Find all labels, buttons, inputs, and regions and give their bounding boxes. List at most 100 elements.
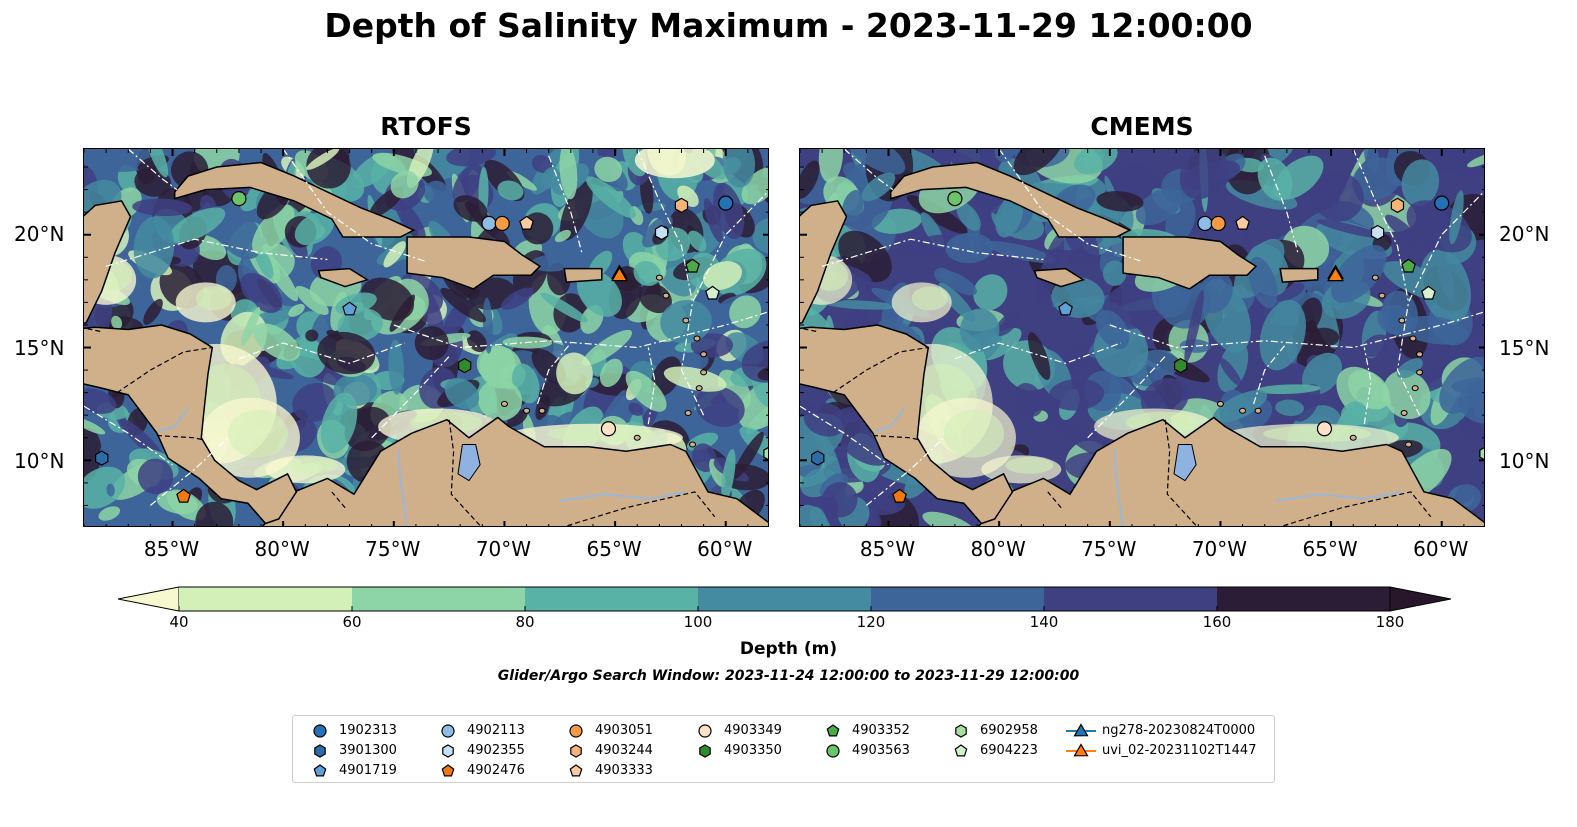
colorbar-tick-label: 80 bbox=[515, 613, 535, 631]
platform-4903350 bbox=[458, 357, 472, 374]
land-pr bbox=[563, 267, 603, 283]
legend-marker bbox=[441, 764, 455, 777]
colorbar bbox=[117, 586, 1452, 612]
platform-4903244 bbox=[1390, 197, 1405, 214]
lon-label: 70°W bbox=[1191, 537, 1248, 561]
legend-label: 4903333 bbox=[595, 763, 653, 778]
colorbar-tick-label: 120 bbox=[856, 613, 886, 631]
legend-marker bbox=[314, 744, 326, 758]
land-hisp bbox=[406, 236, 542, 290]
lat-label-right-20: 20°N bbox=[1499, 222, 1550, 246]
platform-6902958 bbox=[1479, 447, 1484, 461]
platform-legend: 1902313 3901300 4901719 4902113 4902355 49024… bbox=[292, 715, 1275, 783]
legend-label: 4903563 bbox=[852, 743, 910, 758]
legend-marker bbox=[826, 744, 840, 758]
platform-4903244 bbox=[674, 197, 689, 214]
legend-marker bbox=[441, 724, 455, 738]
platform-4903051 bbox=[494, 215, 510, 232]
legend-label: 4903350 bbox=[724, 743, 782, 758]
land-hisp bbox=[1122, 236, 1258, 290]
lon-label: 85°W bbox=[859, 537, 916, 561]
land-jam bbox=[317, 267, 370, 288]
land-ca bbox=[84, 324, 298, 525]
legend-marker bbox=[313, 724, 327, 738]
legend-marker bbox=[826, 724, 840, 737]
legend-marker bbox=[955, 724, 967, 738]
platform-6902958 bbox=[763, 447, 768, 461]
map-canvas bbox=[84, 149, 768, 526]
colorbar-tick-label: 180 bbox=[1375, 613, 1405, 631]
platform-4901719 bbox=[1058, 301, 1073, 316]
legend-label: 1902313 bbox=[339, 723, 397, 738]
lon-label: 85°W bbox=[143, 537, 200, 561]
panel-title-rtofs: RTOFS bbox=[380, 112, 472, 141]
legend-marker bbox=[1073, 723, 1089, 737]
legend-marker bbox=[442, 744, 454, 758]
platform-4902355 bbox=[654, 224, 669, 241]
legend-marker bbox=[313, 764, 327, 777]
legend-label: uvi_02-20231102T1447 bbox=[1102, 743, 1257, 758]
platform-4903563 bbox=[231, 191, 247, 207]
platform-4903333 bbox=[519, 215, 534, 230]
legend-label: 4903244 bbox=[595, 743, 653, 758]
figure-title: Depth of Salinity Maximum - 2023-11-29 1… bbox=[324, 6, 1253, 45]
legend-marker bbox=[699, 744, 711, 758]
lon-label: 80°W bbox=[254, 537, 310, 561]
platform-4903333 bbox=[1235, 215, 1250, 230]
platform-4903350 bbox=[1174, 357, 1188, 374]
colorbar-tick-label: 100 bbox=[683, 613, 713, 631]
land-cuba bbox=[173, 161, 416, 238]
legend-label: 4903051 bbox=[595, 723, 653, 738]
rtofs-map[interactable] bbox=[83, 148, 769, 527]
lat-label-right-15: 15°N bbox=[1499, 336, 1550, 360]
platform-6904223 bbox=[705, 285, 720, 300]
platform-4903352 bbox=[1401, 258, 1416, 273]
colorbar-segment bbox=[871, 587, 1045, 611]
lon-label: 75°W bbox=[365, 537, 421, 561]
lake bbox=[1173, 444, 1197, 482]
colorbar-segment bbox=[525, 587, 699, 611]
colorbar-tick-label: 160 bbox=[1202, 613, 1232, 631]
colorbar-segment bbox=[1044, 587, 1218, 611]
land-ca bbox=[800, 324, 1014, 525]
map-canvas bbox=[800, 149, 1484, 526]
panel-title-cmems: CMEMS bbox=[1090, 112, 1194, 141]
colorbar-label: Depth (m) bbox=[739, 639, 838, 659]
platform-uvi_02-20231102T1447 bbox=[611, 266, 628, 282]
platform-6904223 bbox=[1421, 285, 1436, 300]
colorbar-segment bbox=[352, 587, 526, 611]
legend-label: 4903349 bbox=[724, 723, 782, 738]
platform-4902476 bbox=[892, 488, 907, 503]
platform-1902313 bbox=[718, 195, 734, 211]
legend-label: ng278-20230824T0000 bbox=[1102, 723, 1256, 738]
legend-marker bbox=[698, 724, 712, 738]
lat-label-right-10: 10°N bbox=[1499, 449, 1550, 473]
colorbar-segment bbox=[179, 587, 353, 611]
legend-label: 4902113 bbox=[467, 723, 525, 738]
platform-4903051 bbox=[1210, 215, 1226, 232]
lake bbox=[457, 444, 481, 482]
platform-3901300 bbox=[811, 450, 825, 466]
land-yuc bbox=[84, 200, 132, 324]
search-window-text: Glider/Argo Search Window: 2023-11-24 12… bbox=[497, 668, 1080, 684]
colorbar-segment bbox=[698, 587, 872, 611]
cmems-map[interactable] bbox=[799, 148, 1485, 527]
lon-label: 70°W bbox=[475, 537, 532, 561]
colorbar-tick-label: 60 bbox=[342, 613, 362, 631]
lon-label: 80°W bbox=[970, 537, 1026, 561]
legend-label: 4902476 bbox=[467, 763, 525, 778]
lat-label-left-20: 20°N bbox=[14, 222, 65, 246]
platform-3901300 bbox=[95, 450, 109, 466]
platform-4903349 bbox=[1316, 421, 1333, 437]
legend-label: 3901300 bbox=[339, 743, 397, 758]
legend-label: 4902355 bbox=[467, 743, 525, 758]
legend-marker bbox=[570, 744, 582, 758]
lon-label: 60°W bbox=[1413, 537, 1469, 561]
platform-uvi_02-20231102T1447 bbox=[1327, 266, 1344, 282]
colorbar-tick-label: 140 bbox=[1029, 613, 1059, 631]
land-cuba bbox=[889, 161, 1132, 238]
lat-label-left-10: 10°N bbox=[14, 449, 65, 473]
legend-marker bbox=[569, 724, 583, 738]
land-jam bbox=[1033, 267, 1086, 288]
platform-4903563 bbox=[947, 191, 963, 207]
